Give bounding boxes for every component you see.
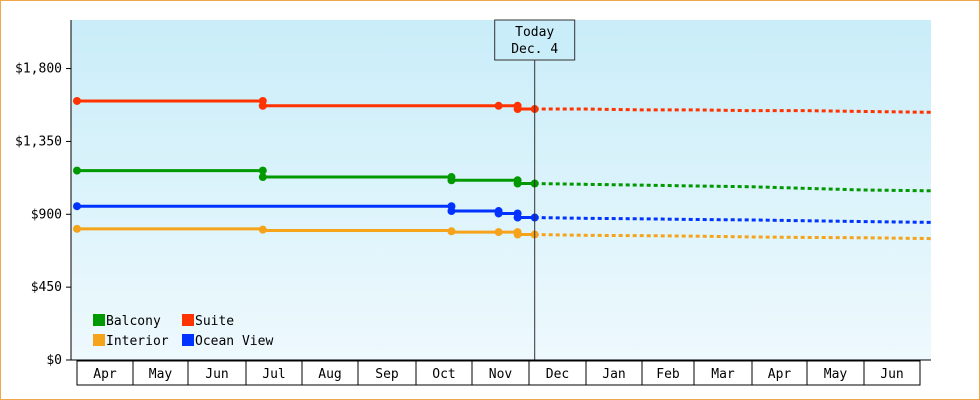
y-tick-label: $0	[46, 353, 62, 368]
month-label: Aug	[318, 367, 341, 382]
series-point	[258, 166, 267, 175]
today-date: Dec. 4	[511, 42, 558, 57]
series-point	[494, 209, 503, 218]
legend-label: Balcony	[106, 314, 161, 329]
today-marker: Today Dec. 4	[494, 19, 576, 360]
series-balcony	[73, 166, 932, 193]
series-point	[73, 202, 81, 211]
legend-label: Suite	[195, 314, 234, 329]
series-point	[258, 101, 267, 110]
series-ocean-view	[73, 202, 932, 224]
series-point	[258, 225, 267, 234]
series-point	[513, 230, 522, 239]
series-layer	[73, 96, 932, 241]
month-label: Dec	[546, 367, 569, 382]
series-point	[494, 228, 503, 237]
series-point	[513, 213, 522, 222]
y-tick-label: $1,350	[15, 134, 62, 149]
legend-swatch	[93, 334, 105, 346]
series-point	[73, 96, 81, 105]
y-tick-label: $1,800	[15, 62, 62, 77]
series-interior	[73, 224, 932, 241]
month-label: Apr	[768, 367, 792, 382]
month-label: Jun	[205, 367, 228, 382]
series-suite	[73, 96, 932, 114]
y-tick-label: $450	[31, 280, 62, 295]
legend-swatch	[182, 314, 194, 326]
month-label: Apr	[93, 367, 117, 382]
legend-label: Interior	[106, 334, 169, 349]
series-point	[73, 166, 81, 175]
month-label: May	[824, 367, 848, 382]
month-axis-band: Apr May Jun Jul Aug Sep Oct Nov Dec Jan Feb Mar Apr M…	[76, 360, 921, 386]
legend-swatch	[182, 334, 194, 346]
month-label: Mar	[711, 367, 735, 382]
series-point	[513, 179, 522, 188]
y-tick-label: $900	[31, 207, 62, 222]
series-point	[447, 227, 456, 236]
month-label: Nov	[489, 367, 513, 382]
y-axis-ticks: $0 $450 $900 $1,350 $1,800	[15, 62, 71, 368]
month-label: May	[149, 367, 173, 382]
month-label: Sep	[375, 367, 399, 382]
legend: Balcony Suite Interior Ocean View	[93, 314, 273, 349]
series-point	[447, 176, 456, 185]
legend-label: Ocean View	[195, 334, 273, 349]
month-label: Jun	[880, 367, 903, 382]
month-label: Jul	[262, 367, 285, 382]
month-label: Jan	[602, 367, 625, 382]
month-label: Oct	[432, 367, 455, 382]
legend-swatch	[93, 314, 105, 326]
series-point	[513, 105, 522, 114]
month-band	[76, 360, 921, 386]
month-label: Feb	[656, 367, 680, 382]
series-point	[447, 207, 456, 216]
today-box	[494, 19, 576, 61]
series-point	[258, 173, 267, 182]
series-point	[494, 101, 503, 110]
plot-area	[71, 20, 931, 360]
series-point	[73, 224, 81, 233]
today-label: Today	[515, 25, 554, 40]
